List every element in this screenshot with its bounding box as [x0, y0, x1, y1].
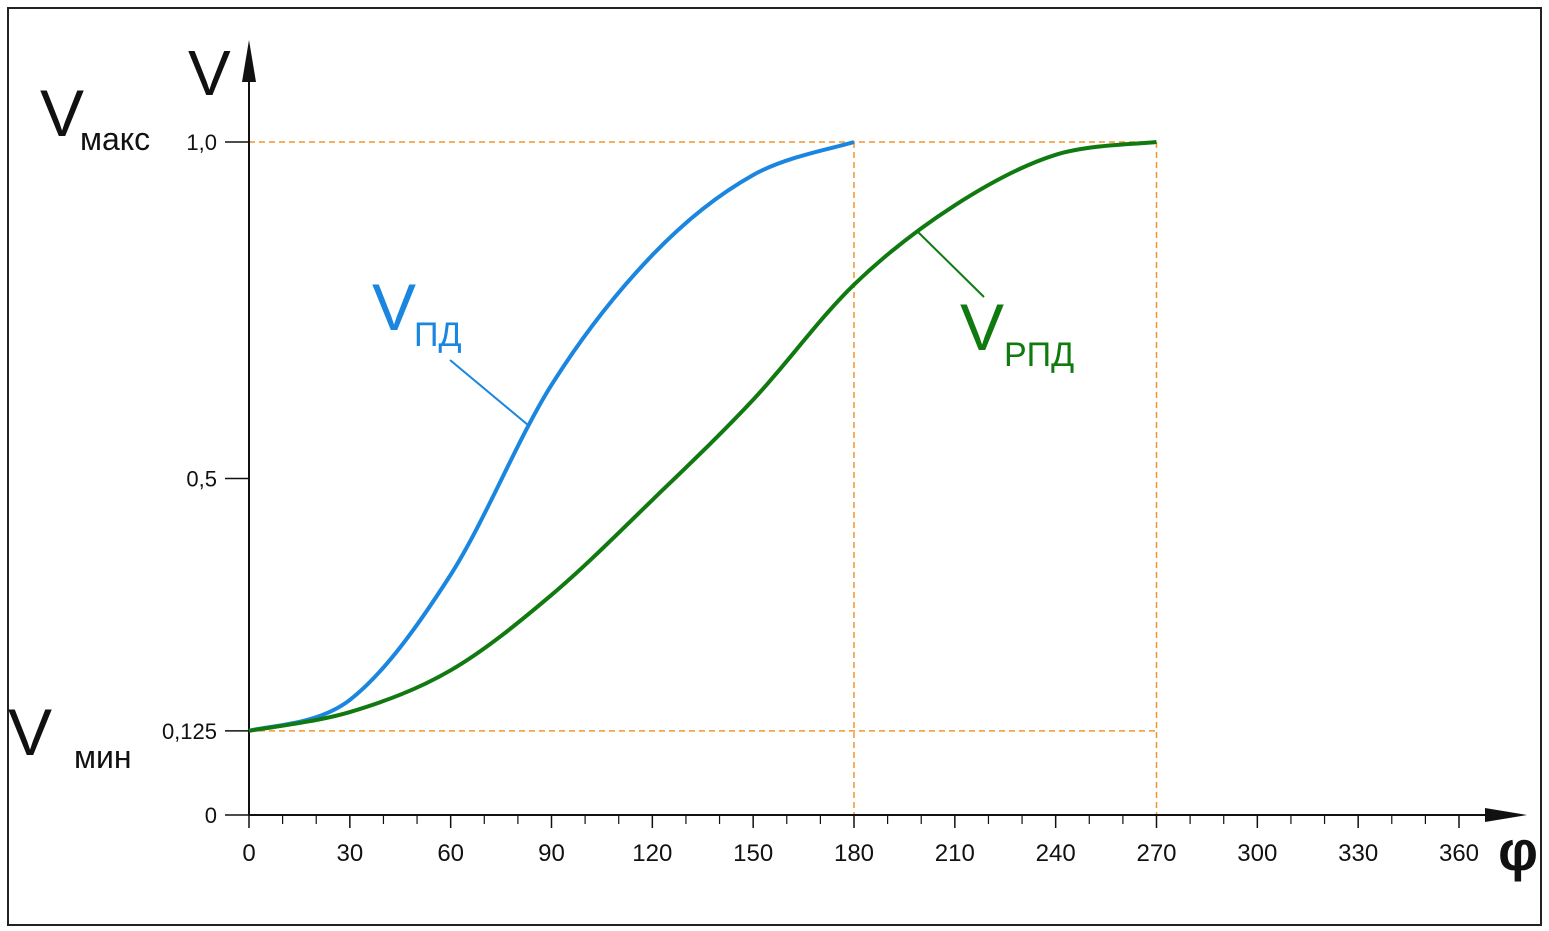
series-label: V	[372, 270, 416, 344]
x-tick-label: 360	[1439, 840, 1479, 867]
y-tick-label: 0	[205, 803, 217, 828]
x-tick-label: 90	[538, 840, 565, 867]
y-axis-label: V	[188, 37, 231, 109]
y-axis-arrow	[242, 40, 256, 82]
x-axis-arrow	[1485, 808, 1527, 822]
series-line	[248, 140, 1157, 733]
frame	[7, 7, 1542, 926]
series-label: V	[960, 290, 1004, 364]
series-label-sub: РПД	[1004, 336, 1074, 374]
x-tick-label: 0	[242, 840, 255, 867]
x-tick-label: 120	[632, 840, 672, 867]
x-tick-label: 30	[336, 840, 363, 867]
x-tick-label: 270	[1136, 840, 1176, 867]
x-tick-label: 60	[437, 840, 464, 867]
leader-line	[917, 231, 985, 298]
y-tick-label: 0,125	[162, 719, 217, 744]
annotation-main: V	[8, 695, 52, 769]
series-label-sub: ПД	[414, 316, 461, 354]
x-tick-label: 240	[1036, 840, 1076, 867]
y-tick-label: 1,0	[186, 130, 217, 155]
x-tick-label: 150	[733, 840, 773, 867]
x-tick-label: 180	[834, 840, 874, 867]
annotation-sub: макс	[80, 121, 150, 157]
series-line	[248, 140, 855, 733]
annotation-main: V	[40, 76, 84, 150]
annotation-sub: мин	[74, 739, 132, 775]
leader-line	[449, 359, 529, 426]
x-tick-label: 210	[935, 840, 975, 867]
x-tick-label: 300	[1237, 840, 1277, 867]
y-tick-label: 0,5	[186, 467, 217, 492]
x-axis-label: φ	[1498, 819, 1538, 882]
x-tick-label: 330	[1338, 840, 1378, 867]
